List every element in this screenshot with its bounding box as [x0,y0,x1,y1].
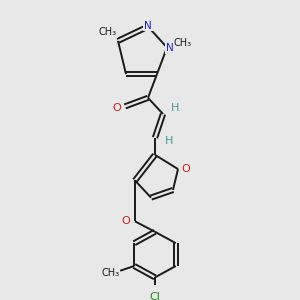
Text: O: O [182,164,190,174]
Text: O: O [122,216,130,226]
Text: H: H [165,136,173,146]
Text: CH₃: CH₃ [101,268,119,278]
Text: CH₃: CH₃ [99,27,117,37]
Text: N: N [166,44,174,53]
Text: CH₃: CH₃ [174,38,192,48]
Text: H: H [171,103,179,113]
Text: O: O [112,103,122,113]
Text: Cl: Cl [150,292,160,300]
Text: N: N [144,21,152,31]
